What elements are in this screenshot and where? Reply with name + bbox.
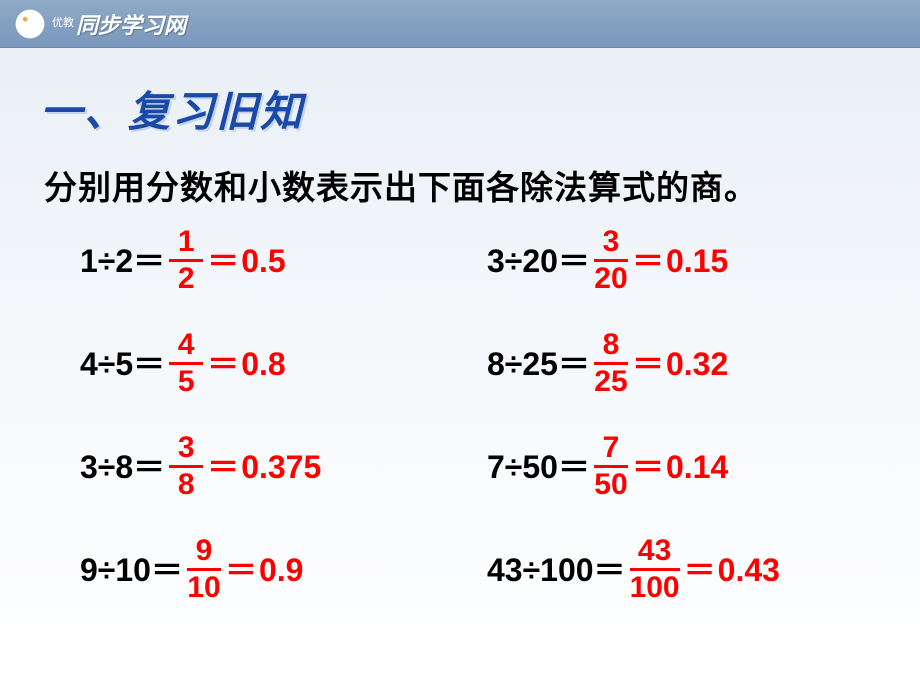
numerator: 1 <box>178 227 195 257</box>
numerator: 43 <box>638 536 671 566</box>
logo-main-text: 同步学习网 <box>76 8 186 40</box>
logo-sub-text: 优教 <box>52 18 74 29</box>
section-title: 一、复习旧知 <box>40 88 304 135</box>
fraction: 7 50 <box>594 433 628 500</box>
problem-item: 3÷8＝ 3 8 ＝ 0.375 <box>80 433 477 500</box>
expression: 9÷10＝ <box>80 554 183 586</box>
numerator: 4 <box>178 330 195 360</box>
numerator: 3 <box>178 433 195 463</box>
decimal-answer: 0.8 <box>241 348 285 380</box>
denominator: 5 <box>178 367 195 397</box>
numerator: 9 <box>196 536 213 566</box>
problem-item: 7÷50＝ 7 50 ＝ 0.14 <box>487 433 884 500</box>
fraction: 9 10 <box>187 536 221 603</box>
equals-icon: ＝ <box>632 245 664 277</box>
denominator: 100 <box>630 573 680 603</box>
equals-icon: ＝ <box>632 348 664 380</box>
equals-icon: ＝ <box>207 451 239 483</box>
denominator: 10 <box>187 573 220 603</box>
fraction: 1 2 <box>169 227 203 294</box>
denominator: 20 <box>594 264 627 294</box>
equals-icon: ＝ <box>684 554 716 586</box>
problem-item: 8÷25＝ 8 25 ＝ 0.32 <box>487 330 884 397</box>
expression: 7÷50＝ <box>487 451 590 483</box>
problems-grid: 1÷2＝ 1 2 ＝ 0.5 3÷20＝ 3 20 ＝ 0.15 4÷5＝ 4 … <box>0 227 920 603</box>
decimal-answer: 0.14 <box>666 451 728 483</box>
decimal-answer: 0.32 <box>666 348 728 380</box>
expression: 3÷8＝ <box>80 451 165 483</box>
decimal-answer: 0.5 <box>241 245 285 277</box>
denominator: 8 <box>178 470 195 500</box>
problem-item: 43÷100＝ 43 100 ＝ 0.43 <box>487 536 884 603</box>
decimal-answer: 0.15 <box>666 245 728 277</box>
decimal-answer: 0.43 <box>718 554 780 586</box>
equals-icon: ＝ <box>632 451 664 483</box>
decimal-answer: 0.375 <box>241 451 321 483</box>
header-bar: 优教 同步学习网 <box>0 0 920 48</box>
fraction: 43 100 <box>630 536 680 603</box>
equals-icon: ＝ <box>225 554 257 586</box>
problem-item: 9÷10＝ 9 10 ＝ 0.9 <box>80 536 477 603</box>
fraction: 3 20 <box>594 227 628 294</box>
decimal-answer: 0.9 <box>259 554 303 586</box>
fraction: 4 5 <box>169 330 203 397</box>
equals-icon: ＝ <box>207 245 239 277</box>
equals-icon: ＝ <box>207 348 239 380</box>
expression: 3÷20＝ <box>487 245 590 277</box>
fraction: 8 25 <box>594 330 628 397</box>
problem-item: 4÷5＝ 4 5 ＝ 0.8 <box>80 330 477 397</box>
numerator: 7 <box>603 433 620 463</box>
logo: 优教 同步学习网 <box>14 8 186 40</box>
expression: 43÷100＝ <box>487 554 626 586</box>
expression: 8÷25＝ <box>487 348 590 380</box>
expression: 4÷5＝ <box>80 348 165 380</box>
denominator: 25 <box>594 367 627 397</box>
fraction: 3 8 <box>169 433 203 500</box>
numerator: 8 <box>603 330 620 360</box>
expression: 1÷2＝ <box>80 245 165 277</box>
logo-icon <box>14 8 46 40</box>
instruction-text: 分别用分数和小数表示出下面各除法算式的商。 <box>44 161 920 209</box>
denominator: 50 <box>594 470 627 500</box>
problem-item: 3÷20＝ 3 20 ＝ 0.15 <box>487 227 884 294</box>
problem-item: 1÷2＝ 1 2 ＝ 0.5 <box>80 227 477 294</box>
denominator: 2 <box>178 264 195 294</box>
section-title-row: 一、复习旧知 <box>40 78 920 139</box>
numerator: 3 <box>603 227 620 257</box>
